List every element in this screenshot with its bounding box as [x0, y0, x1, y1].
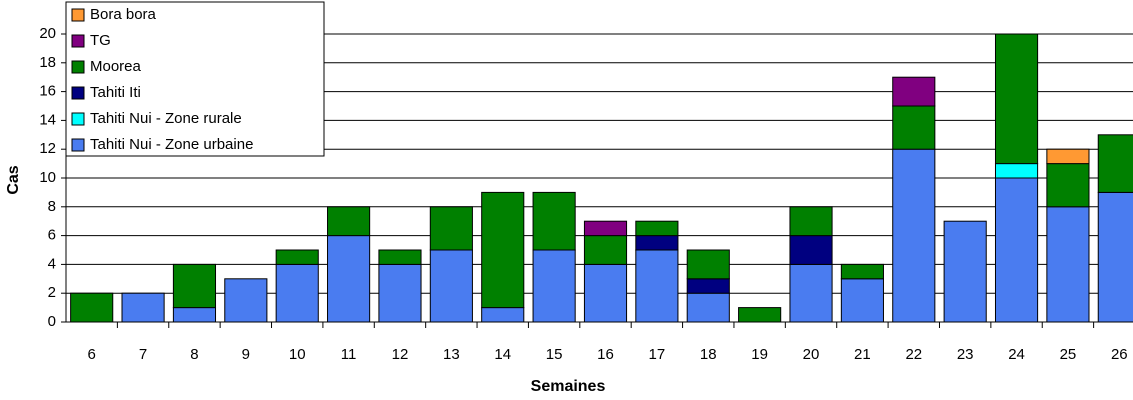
- legend-swatch: [71, 34, 85, 48]
- x-tick-label: 13: [443, 346, 460, 363]
- bar-segment: [429, 206, 473, 251]
- bar-segment: [532, 249, 576, 323]
- bar-segment: [789, 263, 833, 323]
- x-tick-label: 18: [700, 346, 717, 363]
- legend-swatch: [71, 138, 85, 152]
- bar-segment: [275, 249, 319, 265]
- bar-segment: [635, 220, 679, 237]
- x-tick-label: 11: [341, 346, 357, 363]
- x-tick-label: 16: [597, 346, 614, 363]
- y-tick-label: 14: [39, 111, 56, 128]
- x-tick-label: 22: [905, 346, 922, 363]
- bar-segment: [481, 191, 525, 309]
- x-tick-label: 14: [494, 346, 511, 363]
- bar-segment: [686, 249, 730, 280]
- bar-segment: [275, 263, 319, 323]
- bar-segment: [1046, 163, 1090, 208]
- bar-segment: [327, 235, 371, 323]
- y-tick-label: 4: [48, 255, 56, 272]
- bar-segment: [532, 191, 576, 251]
- x-tick-label: 15: [546, 346, 563, 363]
- bar-segment: [892, 105, 936, 150]
- bar-segment: [686, 278, 730, 294]
- x-axis-label: Semaines: [531, 378, 606, 395]
- bar-segment: [994, 163, 1039, 179]
- bar-segment: [121, 292, 165, 323]
- bar-segment: [840, 278, 884, 323]
- bar-segment: [635, 235, 679, 251]
- bar-segment: [378, 263, 422, 323]
- bar-segment: [583, 220, 628, 237]
- x-tick-label: 17: [649, 346, 666, 363]
- x-tick-label: 20: [803, 346, 820, 363]
- x-tick-label: 19: [751, 346, 768, 363]
- x-tick-label: 10: [289, 346, 306, 363]
- x-tick-label: 21: [854, 346, 871, 363]
- bar-segment: [943, 220, 987, 323]
- bar-segment: [583, 263, 628, 323]
- bar-segment: [583, 235, 628, 265]
- legend-label: Tahiti Nui - Zone urbaine: [90, 136, 253, 153]
- bar-segment: [378, 249, 422, 265]
- bar-segment: [840, 263, 884, 280]
- x-tick-label: 23: [957, 346, 974, 363]
- bar-segment: [1097, 191, 1133, 323]
- x-tick-label: 24: [1008, 346, 1025, 363]
- legend-box: [65, 1, 325, 157]
- legend-label: Tahiti Iti: [90, 84, 141, 101]
- x-tick-label: 6: [88, 346, 96, 363]
- legend-swatch: [71, 60, 85, 74]
- bar-segment: [1097, 134, 1133, 193]
- legend-label: Tahiti Nui - Zone rurale: [90, 110, 242, 127]
- y-tick-label: 18: [39, 54, 56, 71]
- y-tick-label: 16: [39, 83, 56, 100]
- legend-label: TG: [90, 32, 111, 49]
- y-tick-label: 6: [48, 227, 56, 244]
- bar-segment: [429, 249, 473, 323]
- bar-segment: [635, 249, 679, 323]
- bar-segment: [994, 177, 1039, 323]
- bar-segment: [789, 235, 833, 265]
- bar-segment: [224, 278, 268, 323]
- x-tick-label: 12: [392, 346, 409, 363]
- bar-segment: [481, 307, 525, 323]
- bar-segment: [172, 307, 217, 323]
- x-tick-label: 9: [242, 346, 250, 363]
- x-tick-label: 25: [1060, 346, 1077, 363]
- bar-segment: [994, 33, 1039, 165]
- y-tick-label: 12: [39, 140, 56, 157]
- bar-segment: [892, 76, 936, 107]
- bar-segment: [686, 292, 730, 323]
- y-tick-label: 20: [39, 25, 56, 42]
- bar-segment: [70, 292, 114, 323]
- bar-segment: [1046, 206, 1090, 323]
- legend-swatch: [71, 86, 85, 100]
- x-tick-label: 26: [1111, 346, 1128, 363]
- y-tick-label: 10: [39, 169, 56, 186]
- y-tick-label: 2: [48, 284, 56, 301]
- bar-segment: [738, 307, 782, 323]
- y-tick-label: 0: [48, 313, 56, 330]
- x-tick-label: 7: [139, 346, 147, 363]
- legend-swatch: [71, 112, 85, 126]
- legend-label: Bora bora: [90, 6, 157, 23]
- bar-segment: [789, 206, 833, 237]
- x-tick-label: 8: [190, 346, 198, 363]
- bar-segment: [892, 148, 936, 323]
- y-axis-label: Cas: [5, 165, 22, 194]
- legend-label: Moorea: [90, 58, 142, 75]
- y-tick-label: 8: [48, 198, 56, 215]
- bar-segment: [1046, 148, 1090, 165]
- bar-segment: [172, 263, 217, 309]
- legend-swatch: [71, 8, 85, 22]
- bar-segment: [327, 206, 371, 237]
